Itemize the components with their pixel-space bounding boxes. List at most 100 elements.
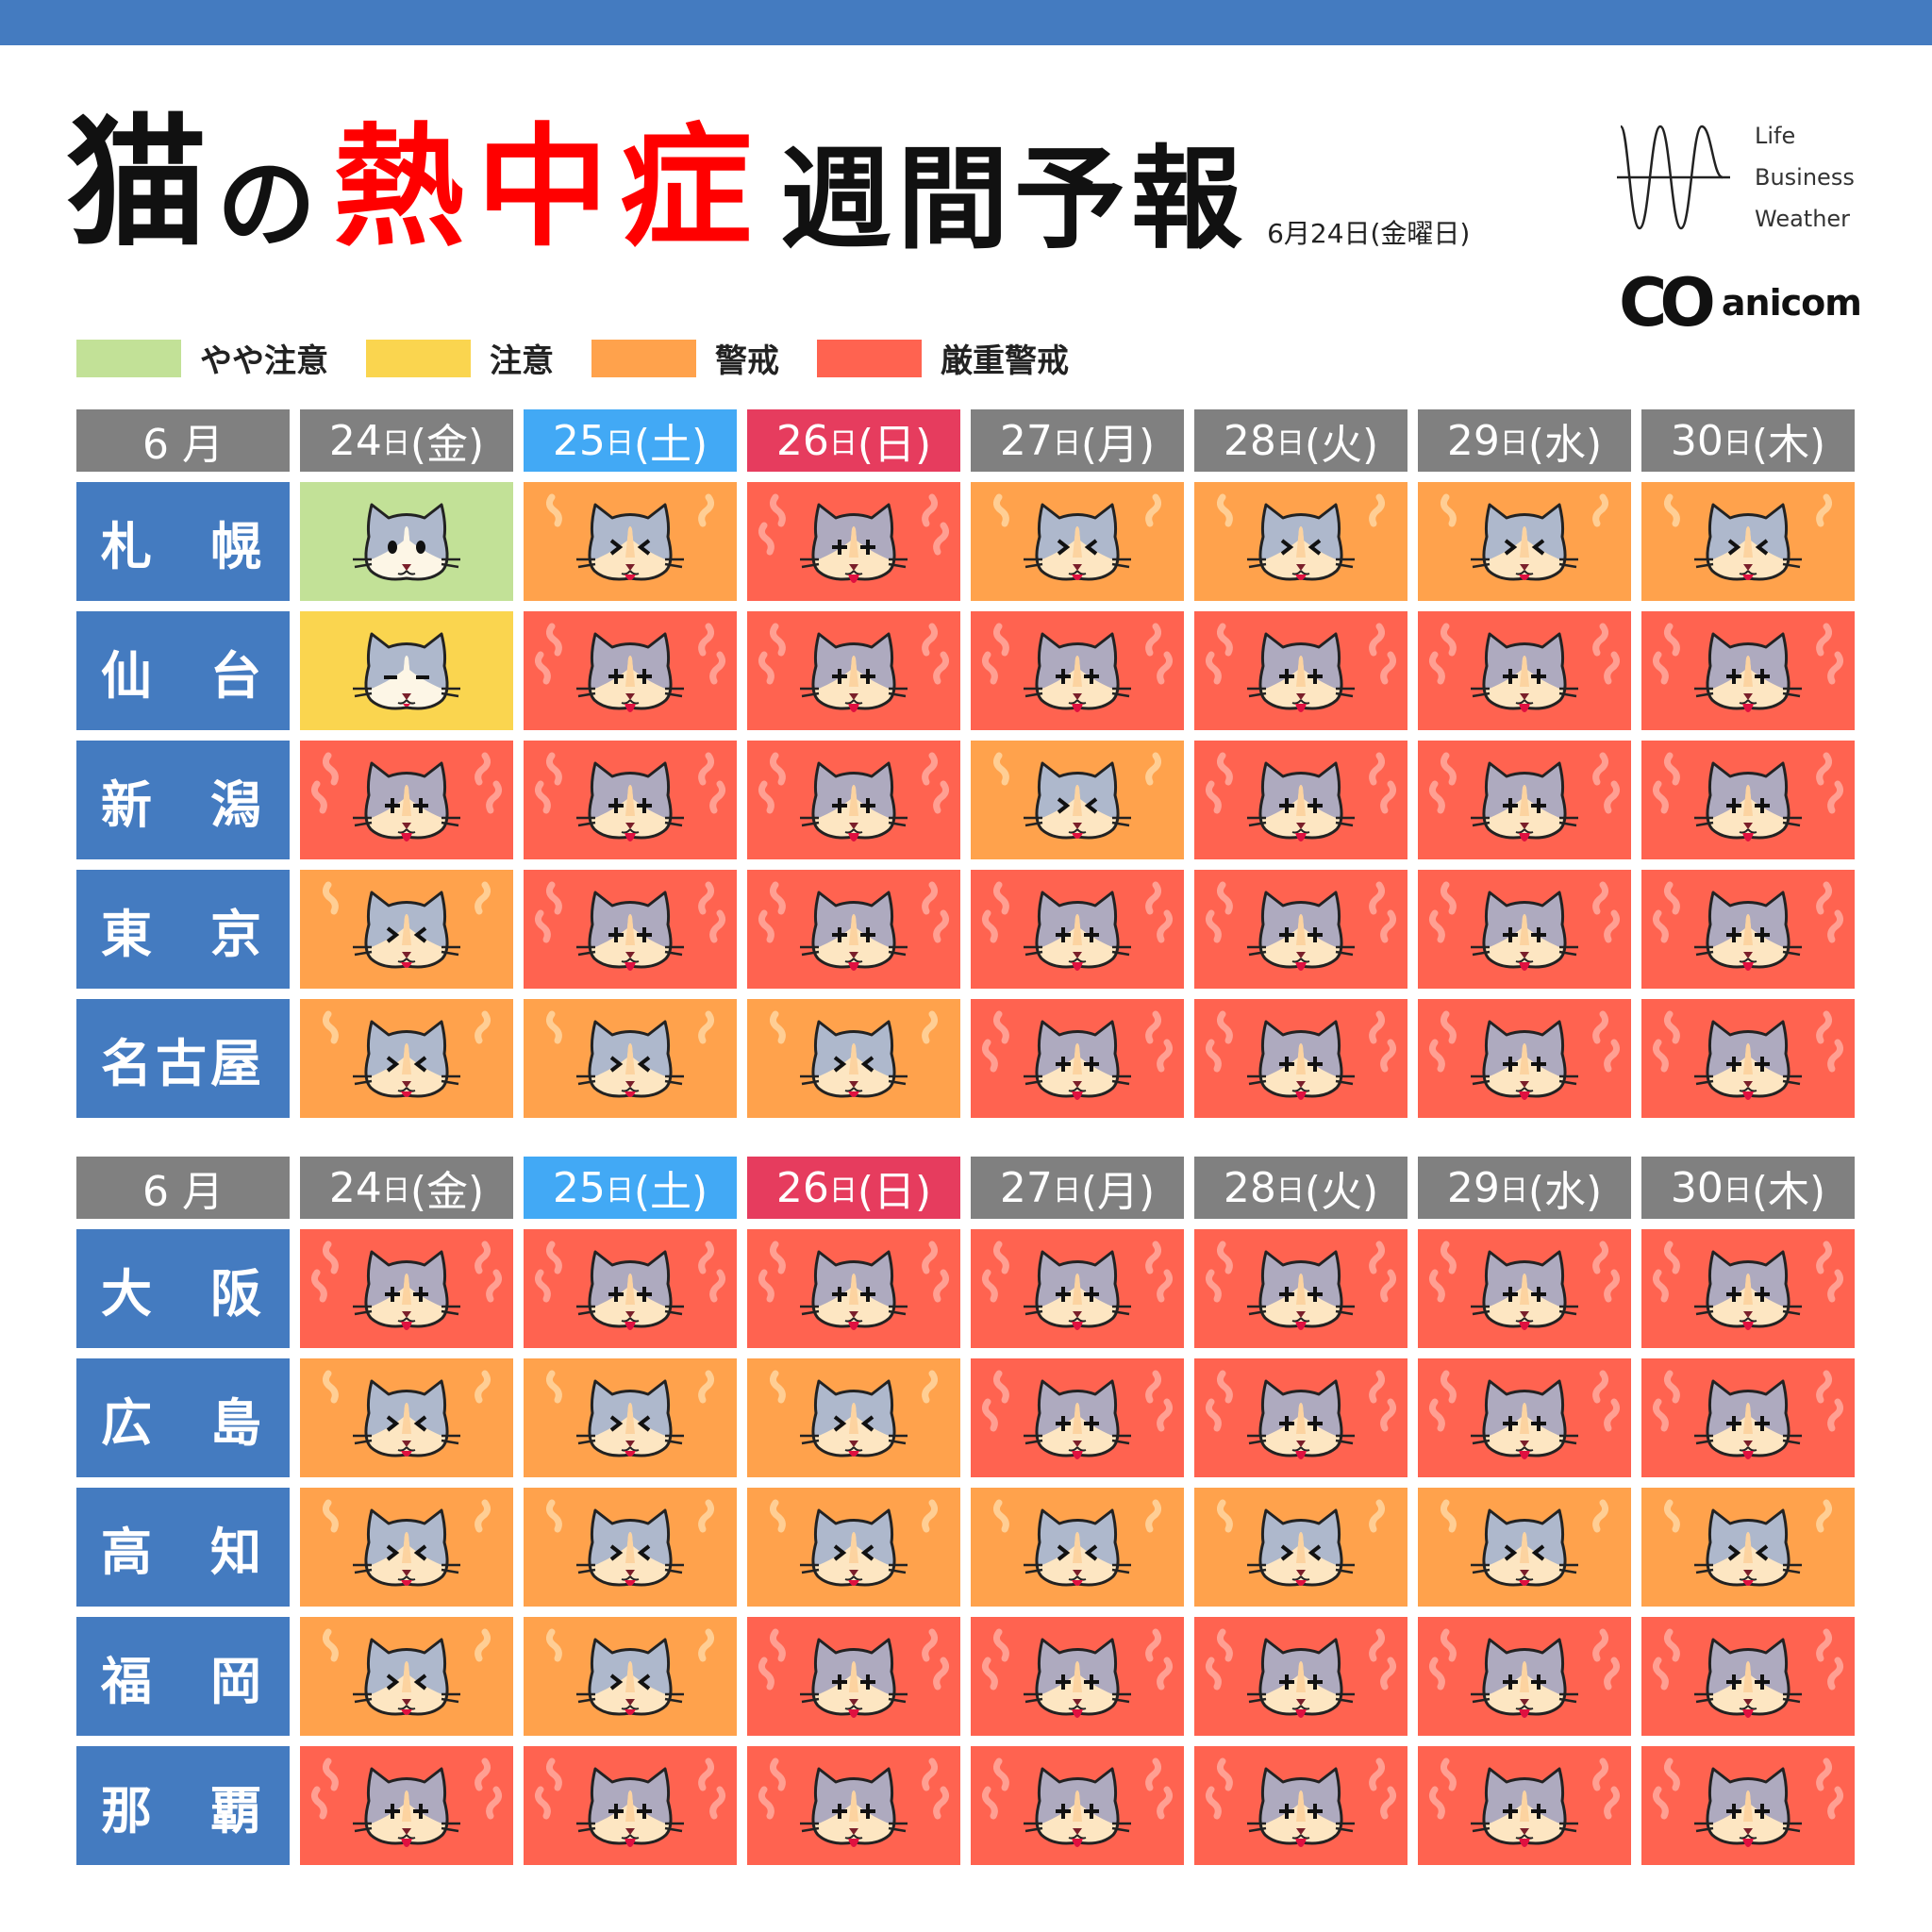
- cat-face-icon: [524, 482, 737, 601]
- cat-face-icon: [747, 870, 960, 989]
- heat-wave: [1205, 1039, 1222, 1073]
- heat-wave: [758, 1786, 774, 1820]
- heat-wave: [1157, 1786, 1174, 1820]
- heat-wave: [545, 881, 562, 915]
- heat-wave: [698, 881, 715, 915]
- city-label: 広 島: [76, 1358, 290, 1477]
- cat-face-icon: [1194, 482, 1407, 601]
- heat-wave: [1604, 909, 1621, 943]
- heat-wave: [1380, 1269, 1397, 1303]
- heat-wave: [1145, 1010, 1162, 1044]
- cat-face-icon: [1418, 1358, 1631, 1477]
- heat-wave: [1145, 752, 1162, 786]
- day-header: 29 日 (水): [1418, 1157, 1631, 1219]
- forecast-cell-severe-warning: [1641, 999, 1855, 1118]
- cat-face-icon: [524, 1229, 737, 1348]
- heat-wave: [698, 1628, 715, 1662]
- heat-wave: [1604, 1269, 1621, 1303]
- heat-wave: [1592, 881, 1609, 915]
- heat-wave: [709, 780, 726, 814]
- heat-wave: [698, 1499, 715, 1533]
- day-number: 26: [775, 1163, 829, 1212]
- forecast-cell-severe-warning: [1418, 1746, 1631, 1865]
- heat-wave: [1440, 1628, 1457, 1662]
- legend-swatch: [366, 339, 471, 377]
- heat-wave: [545, 1010, 562, 1044]
- cat-face-icon: [971, 1617, 1184, 1736]
- heat-wave: [1369, 1499, 1386, 1533]
- heat-wave: [1428, 780, 1445, 814]
- heat-wave: [1428, 1269, 1445, 1303]
- heat-wave: [1592, 1010, 1609, 1044]
- forecast-cell-severe-warning: [300, 1229, 513, 1348]
- forecast-cell-warning: [300, 870, 513, 989]
- heat-wave: [1216, 1241, 1233, 1274]
- heat-wave: [1592, 752, 1609, 786]
- cat-face-icon: [1418, 1229, 1631, 1348]
- heat-wave: [322, 881, 339, 915]
- heat-wave: [1604, 651, 1621, 685]
- heat-wave: [922, 1757, 939, 1791]
- heat-wave: [1145, 1628, 1162, 1662]
- forecast-cell-severe-warning: [1641, 1617, 1855, 1736]
- cat-face-icon: [747, 1488, 960, 1607]
- forecast-cell-severe-warning: [1641, 1229, 1855, 1348]
- heat-wave: [545, 1370, 562, 1404]
- heat-wave: [992, 1757, 1009, 1791]
- heat-wave: [1816, 881, 1833, 915]
- legend-label: 注意: [490, 342, 554, 380]
- heat-wave: [1380, 780, 1397, 814]
- forecast-cell-warning: [1194, 1488, 1407, 1607]
- heat-wave: [1216, 1370, 1233, 1404]
- forecast-cell-warning: [747, 1358, 960, 1477]
- cat-face-icon: [1418, 870, 1631, 989]
- heat-wave: [698, 623, 715, 657]
- heat-wave: [534, 1786, 551, 1820]
- heat-wave: [1604, 1786, 1621, 1820]
- heat-wave: [1652, 1657, 1669, 1690]
- day-unit: 日: [605, 427, 634, 460]
- forecast-cell-severe-warning: [747, 870, 960, 989]
- cat-face-icon: [1641, 1358, 1855, 1477]
- heat-wave: [1816, 1499, 1833, 1533]
- heat-wave: [1145, 1499, 1162, 1533]
- cat-face-icon: [1194, 1746, 1407, 1865]
- heat-wave: [545, 1628, 562, 1662]
- cat-face-icon: [300, 1229, 513, 1348]
- forecast-cell-warning: [524, 482, 737, 601]
- heat-wave: [1816, 1241, 1833, 1274]
- logo-text-life: Life: [1755, 123, 1796, 149]
- forecast-cell-severe-warning: [1194, 1229, 1407, 1348]
- cat-face-icon: [1418, 741, 1631, 859]
- day-number: 29: [1446, 1163, 1500, 1212]
- forecast-cell-severe-warning: [1194, 1746, 1407, 1865]
- cat-face-icon: [524, 611, 737, 730]
- heat-wave: [1663, 493, 1680, 527]
- day-of-week: (土): [633, 421, 708, 469]
- wave-logo-icon: [1617, 125, 1730, 230]
- day-header: 29 日 (水): [1418, 409, 1631, 472]
- heat-wave: [1157, 651, 1174, 685]
- heat-wave: [992, 752, 1009, 786]
- title-weekly-forecast: 週間予報: [780, 134, 1249, 264]
- legend-item: やや注意: [76, 335, 328, 381]
- heat-wave: [981, 1786, 998, 1820]
- forecast-cell-severe-warning: [971, 1358, 1184, 1477]
- heat-wave: [1663, 1241, 1680, 1274]
- heat-wave: [1440, 1757, 1457, 1791]
- heat-wave: [1369, 881, 1386, 915]
- heat-wave: [1816, 1628, 1833, 1662]
- forecast-cell-severe-warning: [1418, 1358, 1631, 1477]
- heat-wave: [475, 1757, 491, 1791]
- city-label: 新 潟: [76, 741, 290, 859]
- heat-wave: [1827, 1039, 1844, 1073]
- forecast-cell-severe-warning: [1641, 870, 1855, 989]
- day-of-week: (日): [857, 421, 932, 469]
- heat-wave: [1663, 1499, 1680, 1533]
- forecast-cell-warning: [524, 1488, 737, 1607]
- heat-wave: [1663, 881, 1680, 915]
- heat-wave: [1369, 1757, 1386, 1791]
- heat-wave: [1604, 1039, 1621, 1073]
- heat-wave: [1440, 752, 1457, 786]
- heat-wave: [1816, 1370, 1833, 1404]
